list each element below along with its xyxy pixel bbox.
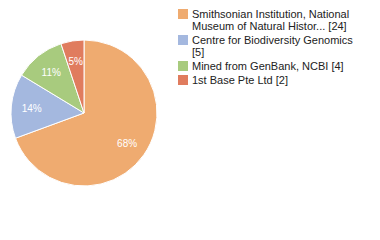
legend-swatch (178, 61, 188, 71)
pie-slice (61, 40, 84, 113)
legend-entry: Mined from GenBank, NCBI [4] (178, 60, 357, 72)
slices (11, 40, 157, 186)
pie-area: 68% 14% 11% 5% (0, 0, 178, 240)
legend-swatch (178, 9, 188, 19)
legend-entry: 1st Base Pte Ltd [2] (178, 74, 357, 86)
legend-swatch (178, 35, 188, 45)
legend-entry: Smithsonian Institution, National Museum… (178, 8, 357, 32)
legend-entry: Centre for Biodiversity Genomics [5] (178, 34, 357, 58)
chart-root: 68% 14% 11% 5% Smithsonian Institution, Nat… (0, 0, 380, 240)
data-labels: 68% 14% 11% 5% (22, 56, 138, 149)
data-label: 14% (22, 103, 42, 114)
legend-label: Mined from GenBank, NCBI [4] (192, 60, 344, 72)
legend-label: Centre for Biodiversity Genomics [5] (192, 34, 353, 58)
legend-label: 1st Base Pte Ltd [2] (192, 74, 288, 86)
pie-slice (15, 40, 157, 186)
legend-label: Smithsonian Institution, National Museum… (192, 8, 349, 32)
data-label: 11% (42, 67, 61, 78)
legend-swatch (178, 75, 188, 85)
data-label: 68% (117, 138, 137, 149)
legend: Smithsonian Institution, National Museum… (178, 8, 368, 88)
data-label: 5% (68, 56, 83, 67)
